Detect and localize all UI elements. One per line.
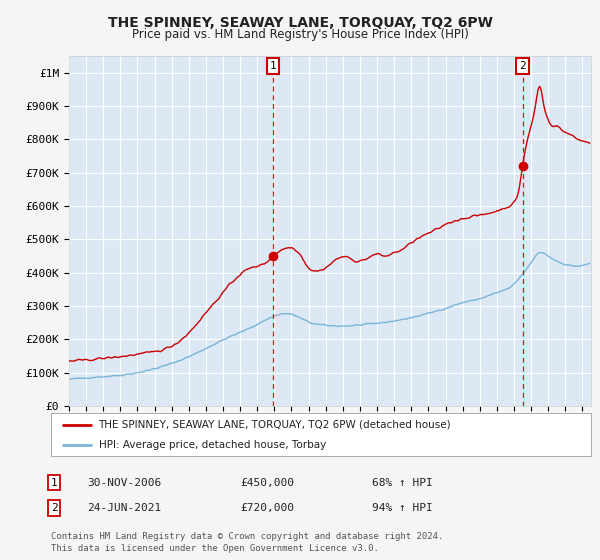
Text: 68% ↑ HPI: 68% ↑ HPI [372,478,433,488]
Text: HPI: Average price, detached house, Torbay: HPI: Average price, detached house, Torb… [98,440,326,450]
Text: 94% ↑ HPI: 94% ↑ HPI [372,503,433,513]
Text: 2: 2 [519,61,526,71]
Text: Price paid vs. HM Land Registry's House Price Index (HPI): Price paid vs. HM Land Registry's House … [131,28,469,41]
Text: THE SPINNEY, SEAWAY LANE, TORQUAY, TQ2 6PW (detached house): THE SPINNEY, SEAWAY LANE, TORQUAY, TQ2 6… [98,420,451,430]
Text: 1: 1 [269,61,277,71]
Text: THE SPINNEY, SEAWAY LANE, TORQUAY, TQ2 6PW: THE SPINNEY, SEAWAY LANE, TORQUAY, TQ2 6… [107,16,493,30]
Text: 2: 2 [50,503,58,513]
Text: 24-JUN-2021: 24-JUN-2021 [87,503,161,513]
Text: 1: 1 [50,478,58,488]
Text: 30-NOV-2006: 30-NOV-2006 [87,478,161,488]
Text: Contains HM Land Registry data © Crown copyright and database right 2024.: Contains HM Land Registry data © Crown c… [51,532,443,541]
Text: £450,000: £450,000 [240,478,294,488]
Text: £720,000: £720,000 [240,503,294,513]
Text: This data is licensed under the Open Government Licence v3.0.: This data is licensed under the Open Gov… [51,544,379,553]
